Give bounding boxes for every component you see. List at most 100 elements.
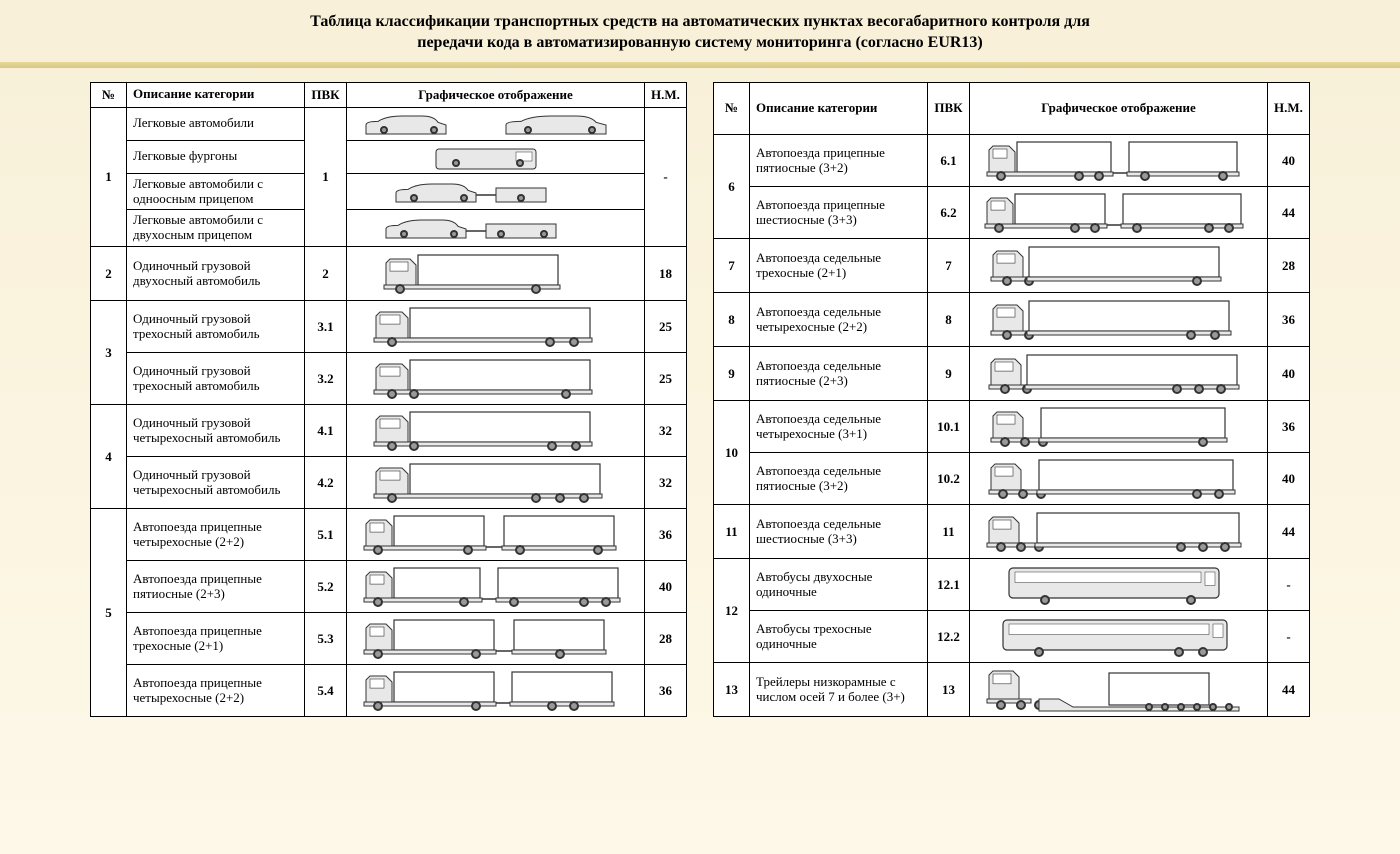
cell-desc: Трейлеры низкорамные с числом осей 7 и б… [750, 663, 928, 717]
cell-gfx [970, 611, 1268, 663]
th-nm: Н.М. [645, 82, 687, 107]
cell-nm: 44 [1268, 187, 1310, 239]
cell-num: 13 [714, 663, 750, 717]
cell-pvk: 11 [928, 505, 970, 559]
cell-nm: 28 [1268, 239, 1310, 293]
table-row: 5Автопоезда прицепные четырехосные (2+2)… [91, 509, 687, 561]
table-row: Автопоезда прицепные шестиосные (3+3)6.2… [714, 187, 1310, 239]
table-row: Легковые фургоны [91, 140, 687, 173]
cell-gfx [347, 353, 645, 405]
cell-nm: 36 [1268, 401, 1310, 453]
table-row: 10Автопоезда седельные четырехосные (3+1… [714, 401, 1310, 453]
table-row: 3Одиночный грузовой трехосный автомобиль… [91, 301, 687, 353]
cell-nm: 40 [1268, 135, 1310, 187]
cell-desc: Одиночный грузовой четырехосный автомоби… [127, 405, 305, 457]
cell-gfx [347, 173, 645, 210]
cell-desc: Легковые автомобили [127, 107, 305, 140]
th-pvk: ПВК [928, 82, 970, 135]
th-desc: Описание категории [750, 82, 928, 135]
cell-num: 7 [714, 239, 750, 293]
cell-nm: 28 [645, 613, 687, 665]
cell-pvk: 3.2 [305, 353, 347, 405]
cell-num: 2 [91, 247, 127, 301]
cell-desc: Автопоезда прицепные четырехосные (2+2) [127, 509, 305, 561]
table-row: 13Трейлеры низкорамные с числом осей 7 и… [714, 663, 1310, 717]
cell-desc: Автопоезда седельные четырехосные (3+1) [750, 401, 928, 453]
cell-desc: Легковые фургоны [127, 140, 305, 173]
cell-gfx [970, 135, 1268, 187]
left-table: № Описание категории ПВК Графическое ото… [90, 82, 687, 718]
cell-pvk: 6.1 [928, 135, 970, 187]
cell-gfx [347, 457, 645, 509]
cell-desc: Одиночный грузовой двухосный автомобиль [127, 247, 305, 301]
cell-desc: Автопоезда седельные шестиосные (3+3) [750, 505, 928, 559]
table-row: 11Автопоезда седельные шестиосные (3+3)1… [714, 505, 1310, 559]
cell-gfx [347, 210, 645, 247]
cell-gfx [347, 301, 645, 353]
cell-num: 11 [714, 505, 750, 559]
table-row: Автопоезда прицепные четырехосные (2+2)5… [91, 665, 687, 717]
cell-gfx [347, 509, 645, 561]
cell-gfx [970, 187, 1268, 239]
th-gfx: Графическое отображение [347, 82, 645, 107]
cell-nm: 40 [1268, 453, 1310, 505]
cell-gfx [347, 665, 645, 717]
th-desc: Описание категории [127, 82, 305, 107]
table-row: Автопоезда прицепные пятиосные (2+3)5.2 … [91, 561, 687, 613]
cell-pvk: 3.1 [305, 301, 347, 353]
cell-gfx [970, 505, 1268, 559]
cell-gfx [970, 663, 1268, 717]
cell-pvk: 2 [305, 247, 347, 301]
cell-nm: 40 [1268, 347, 1310, 401]
cell-num: 9 [714, 347, 750, 401]
cell-gfx [970, 401, 1268, 453]
cell-gfx [347, 613, 645, 665]
header-divider [0, 62, 1400, 68]
cell-pvk: 5.4 [305, 665, 347, 717]
table-row: Автопоезда седельные пятиосные (3+2)10.2… [714, 453, 1310, 505]
table-row: 9Автопоезда седельные пятиосные (2+3)9 4… [714, 347, 1310, 401]
cell-desc: Легковые автомобили с двухосным прицепом [127, 210, 305, 247]
cell-num: 4 [91, 405, 127, 509]
cell-nm: - [1268, 611, 1310, 663]
cell-gfx [970, 453, 1268, 505]
cell-gfx [347, 405, 645, 457]
cell-nm: 44 [1268, 505, 1310, 559]
cell-nm: - [1268, 559, 1310, 611]
cell-nm: 25 [645, 353, 687, 405]
table-row: Одиночный грузовой четырехосный автомоби… [91, 457, 687, 509]
cell-desc: Одиночный грузовой четырехосный автомоби… [127, 457, 305, 509]
cell-gfx [970, 347, 1268, 401]
cell-desc: Автобусы двухосные одиночные [750, 559, 928, 611]
cell-nm: 25 [645, 301, 687, 353]
right-table: № Описание категории ПВК Графическое ото… [713, 82, 1310, 718]
th-nm: Н.М. [1268, 82, 1310, 135]
cell-num: 3 [91, 301, 127, 405]
cell-nm: 40 [645, 561, 687, 613]
cell-nm: 18 [645, 247, 687, 301]
table-row: Автобусы трехосные одиночные12.2 - [714, 611, 1310, 663]
th-num: № [91, 82, 127, 107]
cell-pvk: 1 [305, 107, 347, 247]
cell-desc: Автопоезда седельные пятиосные (2+3) [750, 347, 928, 401]
cell-pvk: 4.1 [305, 405, 347, 457]
table-row: Автопоезда прицепные трехосные (2+1)5.3 … [91, 613, 687, 665]
cell-num: 1 [91, 107, 127, 247]
cell-gfx [970, 293, 1268, 347]
cell-pvk: 8 [928, 293, 970, 347]
cell-gfx [347, 107, 645, 140]
cell-pvk: 10.1 [928, 401, 970, 453]
cell-pvk: 4.2 [305, 457, 347, 509]
table-row: 2Одиночный грузовой двухосный автомобиль… [91, 247, 687, 301]
cell-num: 8 [714, 293, 750, 347]
cell-pvk: 5.3 [305, 613, 347, 665]
cell-desc: Автопоезда седельные пятиосные (3+2) [750, 453, 928, 505]
cell-gfx [970, 239, 1268, 293]
table-row: 6Автопоезда прицепные пятиосные (3+2)6.1… [714, 135, 1310, 187]
table-row: 1Легковые автомобили1- [91, 107, 687, 140]
table-row: Одиночный грузовой трехосный автомобиль3… [91, 353, 687, 405]
th-num: № [714, 82, 750, 135]
cell-num: 5 [91, 509, 127, 717]
cell-num: 6 [714, 135, 750, 239]
cell-nm: 36 [645, 509, 687, 561]
